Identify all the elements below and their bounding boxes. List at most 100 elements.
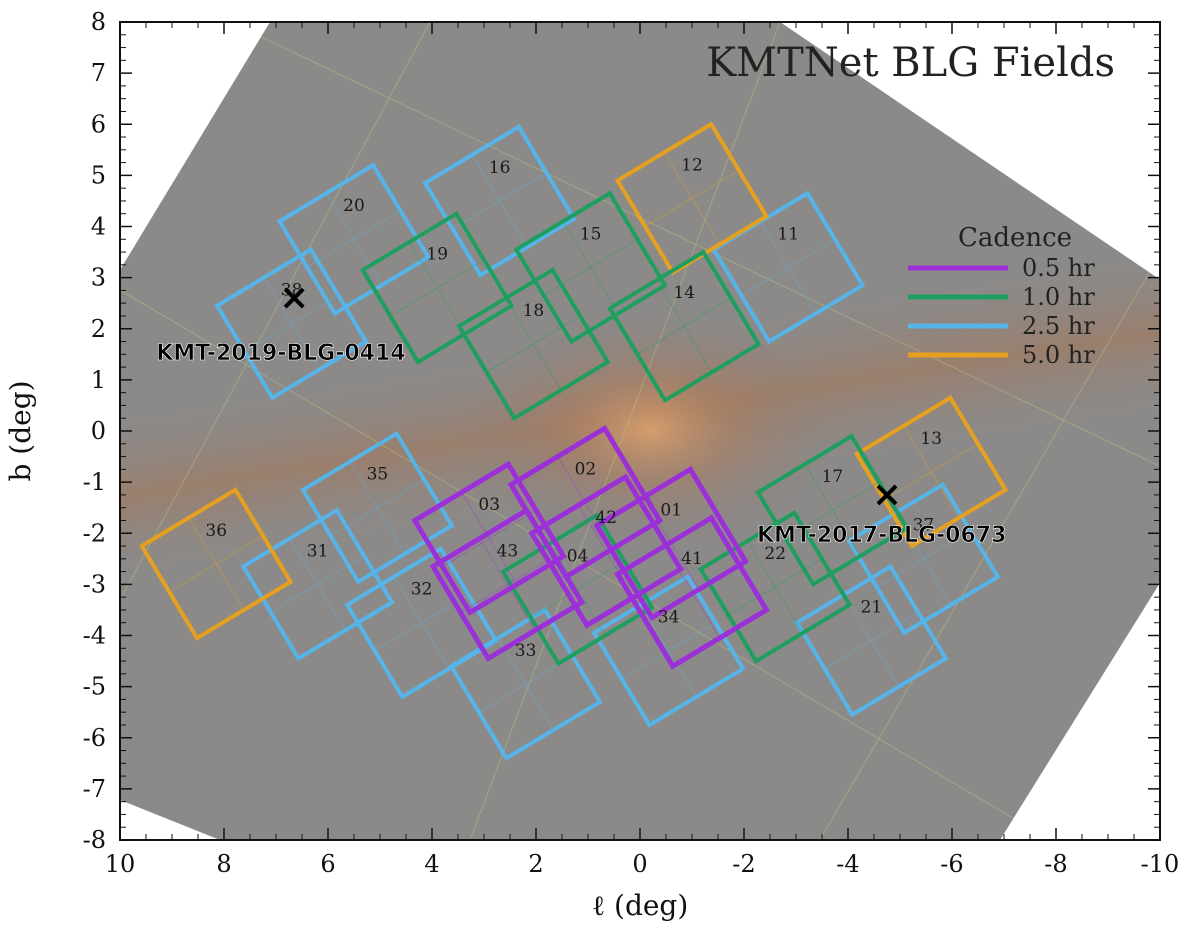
event-label: KMT-2019-BLG-0414 (156, 341, 405, 366)
field-label: 43 (497, 541, 519, 561)
field-chip-grid (461, 492, 518, 585)
field-outline (614, 514, 770, 670)
field-chip-grid (621, 622, 716, 680)
field-outline (698, 510, 853, 664)
field-chip-grid (760, 221, 817, 314)
x-tick-label: 8 (216, 850, 231, 878)
field-outline (711, 190, 866, 345)
field-chip-grid (640, 604, 697, 698)
field-outline (240, 507, 395, 662)
x-axis-label: ℓ (deg) (592, 889, 689, 922)
field-chip-grid (452, 172, 547, 230)
legend-label: 2.5 hr (1022, 312, 1095, 340)
field-label: 41 (681, 549, 703, 569)
field-label: 37 (913, 516, 935, 536)
field-chip-grid (390, 259, 485, 317)
field-outline (214, 246, 369, 401)
field-outline (139, 487, 294, 641)
field-18 (456, 267, 611, 421)
field-outline (360, 210, 515, 365)
field-chip-grid (663, 152, 721, 245)
x-tick-label: -6 (940, 850, 963, 878)
field-label: 21 (861, 597, 883, 617)
field-12 (614, 121, 770, 276)
legend-entry: 5.0 hr (908, 341, 1095, 369)
field-chip-grid (479, 538, 536, 631)
field-chip-grid (460, 555, 555, 614)
field-20 (276, 162, 432, 317)
field-chip-grid (656, 279, 713, 373)
y-tick-label: -8 (83, 826, 106, 854)
field-chip-grid (637, 297, 732, 355)
field-outline (429, 506, 586, 662)
x-tick-label: -4 (836, 850, 859, 878)
field-chip-grid (330, 479, 425, 537)
field-outline (846, 481, 1001, 636)
field-label: 11 (777, 224, 799, 244)
y-tick-label: 7 (91, 59, 106, 87)
field-19 (360, 210, 515, 365)
field-17 (755, 433, 910, 588)
y-tick-label: -7 (83, 775, 106, 803)
y-tick-label: 8 (91, 8, 106, 36)
y-tick-label: 1 (91, 366, 106, 394)
field-chip-grid (884, 443, 979, 501)
field-outline (593, 465, 750, 622)
field-33 (448, 607, 603, 761)
y-tick-label: 0 (91, 417, 106, 445)
field-43 (429, 506, 586, 662)
sky-image (120, 22, 1160, 840)
field-label: 33 (515, 641, 537, 661)
event-label: KMT-2017-BLG-0673 (757, 523, 1006, 548)
field-38 (214, 246, 369, 401)
field-label: 15 (580, 224, 602, 244)
field-chip-grid (804, 463, 861, 557)
x-tick-label: 0 (632, 850, 647, 878)
legend: Cadence 0.5 hr1.0 hr2.5 hr5.0 hr (908, 223, 1095, 369)
field-label: 04 (567, 546, 589, 566)
field-chip-grid (442, 509, 537, 567)
legend-title: Cadence (958, 223, 1072, 253)
legend-entry: 2.5 hr (908, 312, 1095, 340)
field-22 (698, 510, 853, 664)
field-chip-grid (188, 517, 245, 611)
x-tick-label: -10 (1141, 850, 1180, 878)
field-label: 20 (343, 196, 365, 216)
field-label: 13 (920, 429, 942, 449)
field-label: 32 (411, 580, 433, 600)
y-tick-label: 2 (91, 315, 106, 343)
field-label: 42 (595, 508, 617, 528)
y-tick-label: 6 (91, 110, 106, 138)
field-label: 17 (822, 467, 844, 487)
field-outline (528, 473, 685, 629)
field-label: 12 (681, 155, 703, 175)
field-outline (614, 121, 770, 276)
y-tick-label: 5 (91, 161, 106, 189)
field-16 (422, 124, 577, 278)
field-21 (794, 563, 949, 718)
field-outline (300, 430, 455, 585)
field-chip-grid (644, 563, 740, 621)
chart-title: KMTNet BLG Fields (706, 40, 1115, 86)
field-label: 31 (307, 541, 329, 561)
field-chip-grid (728, 558, 823, 616)
y-tick-label: -4 (83, 622, 106, 650)
field-outline (411, 460, 568, 616)
y-tick-label: 4 (91, 213, 106, 241)
legend-entry: 0.5 hr (908, 254, 1095, 282)
field-chip-grid (543, 238, 638, 297)
legend-label: 0.5 hr (1022, 254, 1095, 282)
field-chip-grid (903, 425, 960, 519)
field-label: 19 (426, 245, 448, 265)
field-36 (139, 487, 294, 641)
y-tick-label: -3 (83, 570, 106, 598)
legend-label: 1.0 hr (1022, 283, 1095, 311)
y-tick-label: 3 (91, 264, 106, 292)
field-chip-grid (306, 210, 402, 268)
event-marker-0: KMT-2019-BLG-0414 (156, 287, 406, 366)
field-outline (422, 124, 577, 278)
y-tick-label: -2 (83, 519, 106, 547)
field-outline (276, 162, 432, 317)
y-tick-label: -5 (83, 673, 106, 701)
